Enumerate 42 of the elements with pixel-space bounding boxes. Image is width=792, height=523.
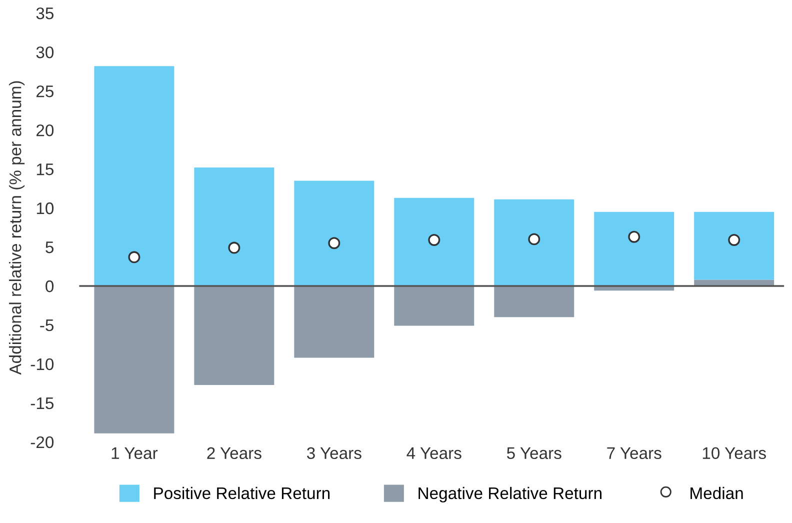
x-tick-label: 3 Years bbox=[306, 447, 362, 460]
x-tick-label: 7 Years bbox=[607, 447, 662, 460]
bar bbox=[94, 66, 174, 286]
point bbox=[128, 251, 140, 264]
y-tick-label: 10 bbox=[36, 202, 54, 214]
legend-label: Median bbox=[690, 486, 743, 500]
bar bbox=[494, 199, 574, 286]
y-tick-label: -10 bbox=[30, 358, 54, 370]
point bbox=[328, 237, 340, 250]
legend-label: Negative Relative Return bbox=[418, 486, 602, 502]
y-axis-title: Additional relative return (% per annum) bbox=[9, 81, 25, 375]
y-tick-label: -20 bbox=[30, 436, 54, 448]
bar bbox=[594, 212, 674, 286]
y-tick-label: 35 bbox=[36, 7, 54, 20]
bar bbox=[194, 167, 274, 286]
bar bbox=[194, 286, 274, 386]
x-tick-label: 2 Years bbox=[207, 447, 262, 460]
y-tick-label: 25 bbox=[36, 85, 54, 98]
bar bbox=[694, 212, 774, 280]
bar bbox=[294, 180, 374, 286]
y-tick-label: 15 bbox=[36, 164, 54, 176]
bar bbox=[494, 286, 574, 318]
legend-label: Positive Relative Return bbox=[154, 486, 330, 500]
point bbox=[628, 230, 640, 243]
y-tick-label: 5 bbox=[46, 242, 54, 254]
y-tick-label: 0 bbox=[46, 280, 54, 292]
point bbox=[228, 242, 240, 254]
bar bbox=[94, 286, 174, 434]
bar bbox=[394, 286, 474, 326]
point bbox=[428, 234, 440, 246]
x-tick-label: 4 Years bbox=[406, 447, 462, 460]
bar bbox=[394, 198, 474, 286]
x-tick-label: 1 Year bbox=[112, 447, 158, 460]
y-tick-label: 20 bbox=[36, 124, 54, 136]
point bbox=[528, 233, 540, 246]
y-tick-label: -5 bbox=[40, 320, 54, 332]
y-tick-label: -15 bbox=[30, 398, 54, 410]
y-tick-label: 30 bbox=[36, 46, 54, 58]
x-tick-label: 5 Years bbox=[506, 447, 562, 460]
bar bbox=[294, 286, 374, 358]
point bbox=[728, 234, 740, 246]
x-tick-label: 10 Years bbox=[702, 447, 766, 460]
